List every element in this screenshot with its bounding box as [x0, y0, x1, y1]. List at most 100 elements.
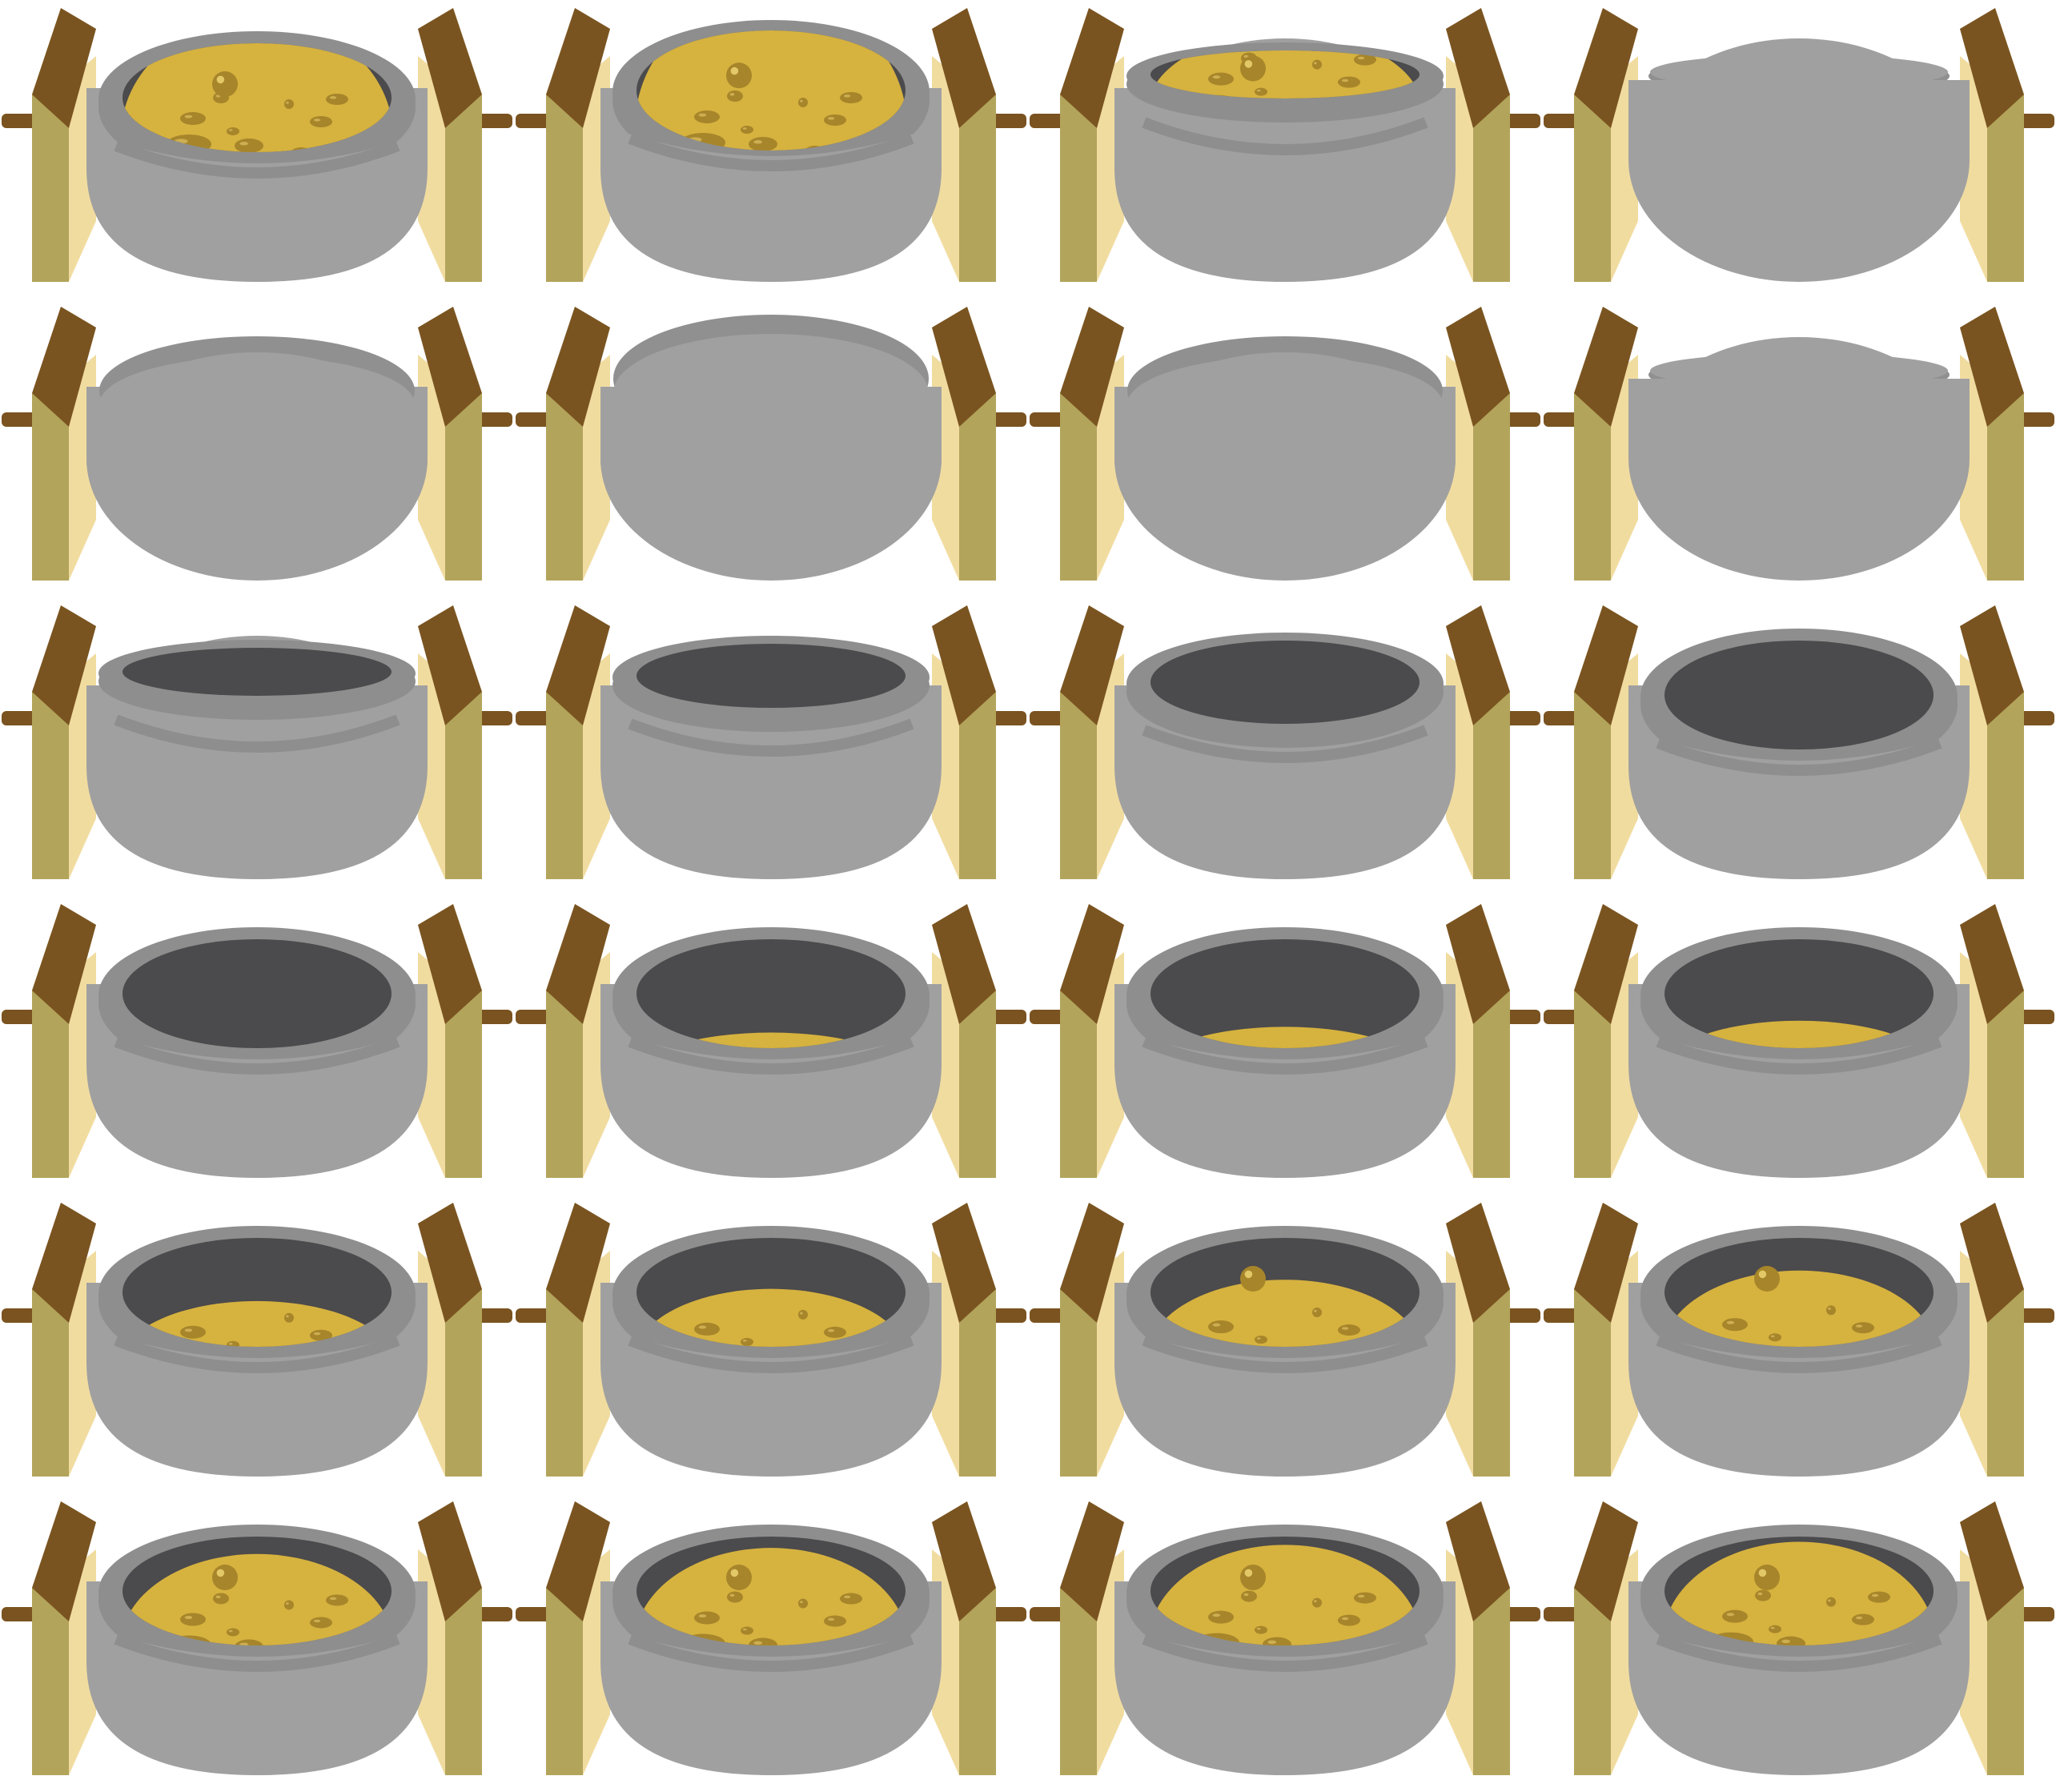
left-post: [2, 307, 96, 581]
left-post: [1544, 8, 1638, 282]
left-post: [2, 1501, 96, 1775]
soup-bubble: [1312, 1597, 1322, 1608]
soup-bubble: [1338, 1324, 1360, 1336]
pot-frame-r6c4: [1542, 1493, 2056, 1792]
pot-frame-r3c4: [1542, 597, 2056, 896]
post-cap: [418, 8, 482, 128]
post-cap: [932, 1501, 996, 1621]
post-front-face: [546, 974, 583, 1178]
bubble-shine: [313, 1619, 321, 1623]
pot-sprite: [1030, 1203, 1540, 1477]
bubble-shine: [1243, 1593, 1249, 1597]
right-post: [1960, 307, 2054, 581]
soup-bubble: [727, 1591, 743, 1603]
soup-layer: [1664, 1270, 1934, 1347]
post-front-face: [32, 78, 69, 282]
post-cap: [546, 904, 610, 1024]
bubble-shine: [313, 1332, 321, 1336]
pot-sprite: [2, 1501, 512, 1775]
pot-frame-r1c1: [0, 0, 514, 299]
soup-bubble: [1852, 1613, 1874, 1625]
pot-interior: [636, 939, 906, 1048]
soup-bubble: [840, 92, 862, 103]
pot-front-body: [1628, 1027, 1970, 1178]
post-front-face: [32, 676, 69, 879]
pot-sprite: [516, 1203, 1026, 1477]
bubble-shine: [1256, 89, 1261, 92]
soup-bubble: [824, 1615, 846, 1627]
post-cap: [1960, 605, 2024, 725]
soup-bubble: [180, 1325, 206, 1339]
pot-group: [1030, 8, 1540, 282]
pot-frame-r3c2: [514, 597, 1028, 896]
soup-bubble: [284, 1312, 294, 1323]
post-cap: [1574, 605, 1638, 725]
right-post: [932, 1203, 1026, 1477]
soup-bubble: [1255, 87, 1267, 96]
post-cap: [418, 307, 482, 427]
rising-bubble: [212, 71, 238, 97]
post-cap: [418, 1501, 482, 1621]
bubble-shine: [1758, 1270, 1767, 1279]
post-cap: [1960, 307, 2024, 427]
post-cap: [546, 1501, 610, 1621]
bubble-shine: [1314, 1600, 1317, 1603]
post-cap: [1960, 8, 2024, 128]
left-post: [1544, 904, 1638, 1178]
post-front-face: [959, 676, 996, 879]
post-front-face: [32, 1273, 69, 1477]
bubble-shine: [1726, 1613, 1735, 1617]
post-cap: [418, 605, 482, 725]
right-post: [932, 307, 1026, 581]
soup-bubble: [798, 98, 808, 107]
bubble-shine: [1758, 1569, 1767, 1577]
soup-bubble: [235, 139, 263, 152]
bubble-shine: [729, 1593, 735, 1597]
pot-sprite: [1030, 8, 1540, 282]
pot-front-body: [86, 1625, 428, 1775]
pot-front-body: [600, 1027, 942, 1178]
pot-lip-shadow: [628, 133, 914, 171]
bubble-shine: [228, 1629, 233, 1633]
pot-sprite: [1030, 904, 1540, 1178]
left-post: [2, 8, 96, 282]
post-cap: [1060, 1501, 1124, 1621]
right-post: [1960, 1501, 2054, 1775]
right-post: [418, 1203, 512, 1477]
post-front-face: [959, 1572, 996, 1775]
pot-group: [2, 8, 512, 282]
pot-frame-r6c2: [514, 1493, 1028, 1792]
pot-sprite: [516, 307, 1026, 581]
pot-sprite: [2, 1203, 512, 1477]
soup-layer: [1150, 1280, 1420, 1347]
soup-bubble: [749, 137, 777, 151]
pot-frame-r5c2: [514, 1195, 1028, 1493]
post-front-face: [546, 78, 583, 282]
post-cap: [1574, 8, 1638, 128]
soup-bubble: [1208, 1610, 1234, 1624]
pot-sprite: [1544, 8, 2054, 282]
post-front-face: [1473, 974, 1510, 1178]
bubble-shine: [1341, 78, 1349, 82]
post-cap: [932, 8, 996, 128]
pot-frame-r2c4: [1542, 299, 2056, 597]
soup-bubble: [1722, 1609, 1748, 1623]
pot-frame-r6c1: [0, 1493, 514, 1792]
soup-bubble: [694, 1322, 720, 1336]
post-front-face: [1473, 78, 1510, 282]
soup-bubble: [798, 1309, 808, 1320]
bubble-shine: [1212, 75, 1221, 79]
pot-front-body: [1114, 716, 1456, 879]
rising-bubble: [1240, 1266, 1266, 1292]
post-cap: [1060, 904, 1124, 1024]
post-front-face: [1987, 1572, 2024, 1775]
soup-bubble: [1868, 1591, 1890, 1603]
bubble-shine: [329, 96, 337, 99]
left-post: [516, 307, 610, 581]
soup-bubble: [1208, 1320, 1234, 1334]
soup-bubble: [840, 1593, 862, 1605]
bubble-shine: [698, 1614, 707, 1618]
left-post: [2, 904, 96, 1178]
bubble-shine: [216, 75, 225, 84]
pot-front-body: [1114, 1326, 1456, 1477]
